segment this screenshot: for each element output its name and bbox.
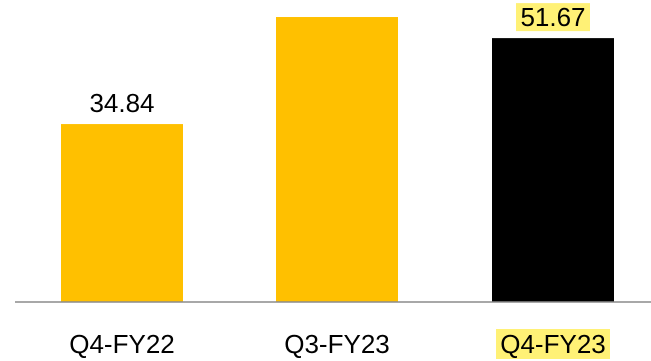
bar-q4-fy23 xyxy=(492,38,614,303)
tick-label-highlight xyxy=(496,329,610,359)
x-tick-label: Q4-FY23 xyxy=(500,329,606,359)
x-tick-label: Q4-FY22 xyxy=(69,329,175,359)
data-label-highlight xyxy=(516,3,590,32)
bar-q4-fy22 xyxy=(61,124,183,303)
data-label: 51.67 xyxy=(520,2,585,32)
data-label: 34.84 xyxy=(89,88,154,118)
x-tick-label: Q3-FY23 xyxy=(284,329,390,359)
labels-layer: 34.84 Q4-FY22 Q3-FY23 51.67 Q4-FY23 xyxy=(69,2,610,359)
bar-q3-fy23 xyxy=(276,17,398,303)
bars-layer xyxy=(61,17,614,303)
